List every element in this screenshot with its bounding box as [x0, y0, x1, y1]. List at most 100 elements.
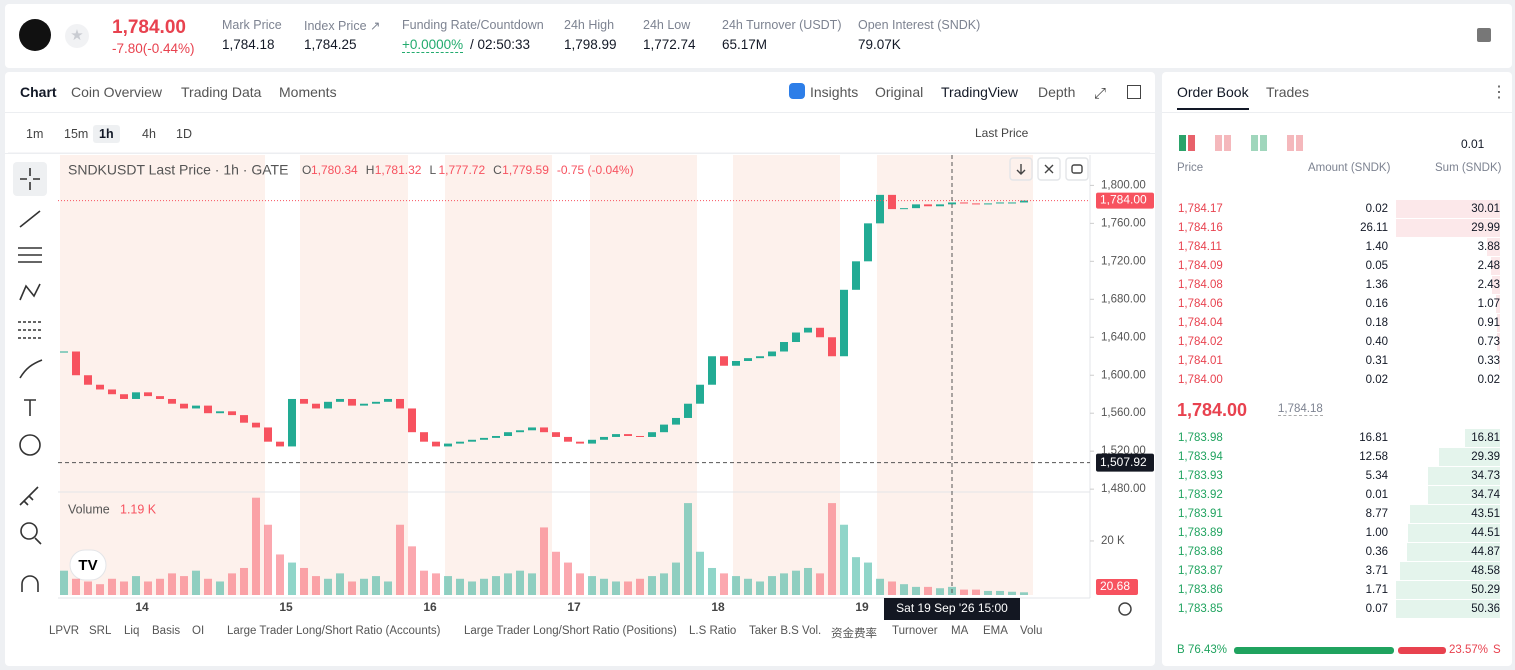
- stat-label: 24h Turnover (USDT): [722, 18, 842, 32]
- book-price[interactable]: 1,783.93: [1178, 470, 1223, 482]
- chart-tab[interactable]: Moments: [279, 84, 337, 100]
- book-price[interactable]: 1,784.04: [1178, 317, 1223, 329]
- indicator[interactable]: OI: [192, 625, 205, 637]
- indicator[interactable]: SRL: [89, 625, 112, 637]
- book-sum: 1.07: [1477, 298, 1500, 310]
- book-layout-icon[interactable]: [1179, 135, 1195, 151]
- book-price[interactable]: 1,784.02: [1178, 336, 1223, 348]
- indicator[interactable]: Turnover: [892, 625, 938, 637]
- book-price[interactable]: 1,783.92: [1178, 489, 1223, 501]
- volume-bar: [204, 578, 212, 595]
- book-price[interactable]: 1,784.11: [1178, 241, 1222, 253]
- book-tab[interactable]: Order Book: [1177, 84, 1249, 110]
- indicator[interactable]: Large Trader Long/Short Ratio (Positions…: [464, 625, 677, 637]
- divider: [1162, 112, 1512, 113]
- indicator[interactable]: Large Trader Long/Short Ratio (Accounts): [227, 625, 441, 637]
- book-sum: 2.48: [1477, 260, 1500, 272]
- interval[interactable]: 1m: [26, 127, 44, 141]
- x-tick-label: 14: [135, 600, 149, 614]
- interval[interactable]: 1h: [93, 125, 120, 143]
- legend-buttons[interactable]: [1009, 157, 1089, 181]
- indicator[interactable]: 资金费率: [831, 628, 877, 640]
- book-layout-icon[interactable]: [1215, 135, 1231, 151]
- view-tab[interactable]: Original: [875, 84, 924, 100]
- book-sum: 3.88: [1477, 241, 1500, 253]
- book-price[interactable]: 1,784.08: [1178, 279, 1223, 291]
- candle: [204, 405, 212, 414]
- indicator[interactable]: L.S Ratio: [689, 625, 737, 637]
- book-precision[interactable]: 0.01: [1461, 137, 1485, 151]
- indicator[interactable]: Taker B.S Vol.: [749, 625, 822, 637]
- x-tick-label: 15: [279, 600, 293, 614]
- book-price[interactable]: 1,783.86: [1178, 584, 1223, 596]
- book-price[interactable]: 1,784.17: [1178, 203, 1223, 215]
- book-price[interactable]: 1,784.00: [1178, 374, 1223, 386]
- candle: [564, 436, 572, 442]
- settings-icon[interactable]: [1118, 602, 1132, 616]
- y-tick-label: 1,480.00: [1101, 483, 1146, 495]
- favorite-star[interactable]: ★: [65, 24, 89, 48]
- book-price[interactable]: 1,783.91: [1178, 508, 1223, 520]
- indicator[interactable]: Liq: [124, 625, 140, 637]
- candle: [492, 435, 500, 438]
- book-price[interactable]: 1,783.85: [1178, 603, 1223, 615]
- book-price[interactable]: 1,783.89: [1178, 527, 1223, 539]
- expand-icon[interactable]: ⤢: [1094, 85, 1107, 102]
- candle: [156, 396, 164, 399]
- interval[interactable]: 1D: [176, 127, 192, 141]
- book-price[interactable]: 1,783.98: [1178, 432, 1223, 444]
- indicator[interactable]: Basis: [152, 625, 181, 637]
- indicator[interactable]: EMA: [983, 625, 1008, 637]
- volume-bar: [840, 524, 848, 595]
- book-price[interactable]: 1,784.06: [1178, 298, 1223, 310]
- candle: [864, 223, 872, 262]
- volume-bar: [672, 562, 680, 595]
- volume-bar: [540, 527, 548, 595]
- chart-tab[interactable]: Trading Data: [181, 84, 262, 100]
- indicator[interactable]: MA: [951, 625, 969, 637]
- depth-bar: [1491, 276, 1500, 294]
- ohlc-change: -0.75 (-0.04%): [557, 163, 634, 177]
- view-tab[interactable]: Depth: [1038, 84, 1076, 100]
- book-layout-icon[interactable]: [1251, 135, 1267, 151]
- book-tab[interactable]: Trades: [1266, 84, 1310, 100]
- view-tab[interactable]: TradingView: [941, 84, 1019, 100]
- volume-bar: [228, 573, 236, 595]
- indicator[interactable]: LPVR: [49, 625, 80, 637]
- volume-bar: [84, 581, 92, 595]
- volume-bar: [360, 578, 368, 595]
- candle: [468, 439, 476, 442]
- price-source[interactable]: Last Price: [975, 126, 1029, 140]
- buy-tag: B: [1177, 644, 1185, 656]
- book-price[interactable]: 1,783.87: [1178, 565, 1223, 577]
- volume-tick-label: 20 K: [1101, 535, 1125, 547]
- book-price[interactable]: 1,783.94: [1178, 451, 1223, 463]
- more-icon[interactable]: ⋮: [1491, 84, 1507, 101]
- chart-tab[interactable]: Coin Overview: [71, 84, 163, 100]
- interval[interactable]: 4h: [142, 127, 156, 141]
- drawing-tools[interactable]: [13, 162, 47, 592]
- book-layout-icon[interactable]: [1287, 135, 1303, 151]
- volume-bar: [792, 570, 800, 595]
- chart-tab[interactable]: Chart: [20, 84, 57, 100]
- book-price[interactable]: 1,784.01: [1178, 355, 1223, 367]
- candle: [504, 432, 512, 436]
- depth-bar: [1496, 295, 1500, 313]
- interval[interactable]: 15m: [64, 127, 89, 141]
- book-sum: 29.99: [1471, 222, 1500, 234]
- candle: [900, 208, 908, 210]
- window-icon[interactable]: [1127, 85, 1141, 99]
- coin-logo: [19, 19, 51, 51]
- volume-name: Volume: [68, 502, 110, 516]
- stat-label: Index Price ↗: [304, 19, 381, 33]
- notes-icon[interactable]: [1477, 28, 1491, 42]
- candle: [516, 430, 524, 433]
- view-tab[interactable]: Insights: [810, 84, 859, 100]
- candle: [384, 398, 392, 402]
- book-price[interactable]: 1,784.09: [1178, 260, 1223, 272]
- indicator[interactable]: Volu: [1020, 625, 1043, 637]
- depth-bar: [1408, 524, 1500, 542]
- book-price[interactable]: 1,784.16: [1178, 222, 1223, 234]
- stat-label: 24h High: [564, 18, 615, 32]
- book-price[interactable]: 1,783.88: [1178, 546, 1223, 558]
